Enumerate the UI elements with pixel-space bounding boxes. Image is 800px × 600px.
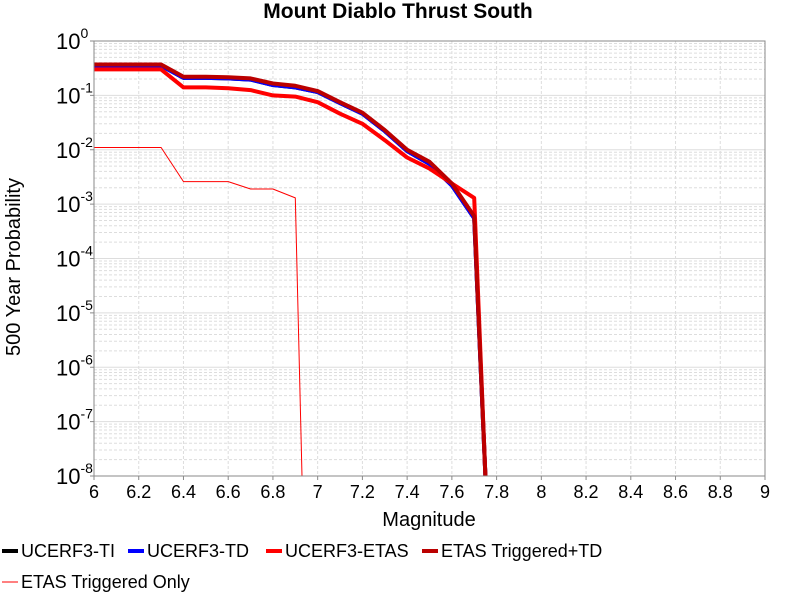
y-tick-label: 10-1 [56, 79, 93, 108]
x-tick-label: 8.2 [574, 482, 599, 502]
legend-label: UCERF3-TD [147, 541, 249, 561]
x-axis-label: Magnitude [382, 509, 475, 531]
x-tick-label: 6.2 [126, 482, 151, 502]
x-tick-label: 8.4 [618, 482, 643, 502]
y-tick-base: 10 [56, 83, 80, 108]
y-tick-exponent: -6 [80, 351, 93, 367]
y-axis-label: 500 Year Probability [3, 178, 25, 356]
y-tick-exponent: -2 [80, 134, 93, 150]
series-line-etas-triggered-td [94, 62, 488, 476]
y-tick-exponent: -1 [80, 79, 93, 95]
y-tick-label: 100 [56, 25, 88, 54]
y-tick-exponent: -3 [80, 188, 93, 204]
y-tick-exponent: -4 [80, 243, 93, 259]
y-tick-exponent: 0 [80, 25, 88, 41]
y-tick-base: 10 [56, 464, 80, 489]
x-tick-label: 7.2 [350, 482, 375, 502]
x-tick-label: 7.6 [439, 482, 464, 502]
y-tick-exponent: -8 [80, 460, 93, 476]
x-tick-label: 6.8 [260, 482, 285, 502]
series-line-etas-triggered-only [94, 147, 303, 476]
x-tick-label: 7 [313, 482, 323, 502]
x-tick-label: 6.6 [216, 482, 241, 502]
x-tick-label: 8.6 [663, 482, 688, 502]
x-tick-label: 7.4 [395, 482, 420, 502]
legend-label: UCERF3-ETAS [285, 541, 409, 561]
legend-label: ETAS Triggered Only [21, 572, 190, 592]
y-tick-exponent: -7 [80, 406, 93, 422]
x-tick-label: 8 [536, 482, 546, 502]
y-tick-base: 10 [56, 301, 80, 326]
y-tick-base: 10 [56, 192, 80, 217]
x-tick-label: 9 [760, 482, 770, 502]
x-tick-label: 8.8 [708, 482, 733, 502]
series-line-ucerf3-etas [94, 67, 488, 476]
y-tick-base: 10 [56, 29, 80, 54]
y-tick-exponent: -5 [80, 297, 93, 313]
x-tick-label: 7.8 [484, 482, 509, 502]
y-tick-base: 10 [56, 138, 80, 163]
legend: UCERF3-TI UCERF3-TD UCERF3-ETAS ETAS Trigge… [2, 541, 602, 592]
y-tick-base: 10 [56, 355, 80, 380]
legend-label: UCERF3-TI [21, 541, 115, 561]
chart-title: Mount Diablo Thrust South [263, 0, 532, 23]
x-axis-ticks: 6 6.2 6.4 6.6 6.8 7 7.2 7.4 7.6 7.8 8 8.2 8.4 8.6 8.8 9 [89, 476, 770, 502]
y-tick-label: 10-7 [56, 406, 93, 435]
y-tick-base: 10 [56, 410, 80, 435]
plot-series [94, 62, 488, 476]
y-tick-label: 10-6 [56, 351, 93, 380]
x-tick-label: 6 [89, 482, 99, 502]
y-tick-label: 10-4 [56, 243, 93, 272]
y-tick-label: 10-5 [56, 297, 93, 326]
y-tick-label: 10-3 [56, 188, 93, 217]
legend-label: ETAS Triggered+TD [441, 541, 602, 561]
y-tick-label: 10-2 [56, 134, 93, 163]
y-tick-label: 10-8 [56, 460, 93, 489]
grid [93, 41, 766, 477]
x-tick-label: 6.4 [171, 482, 196, 502]
y-tick-base: 10 [56, 247, 80, 272]
